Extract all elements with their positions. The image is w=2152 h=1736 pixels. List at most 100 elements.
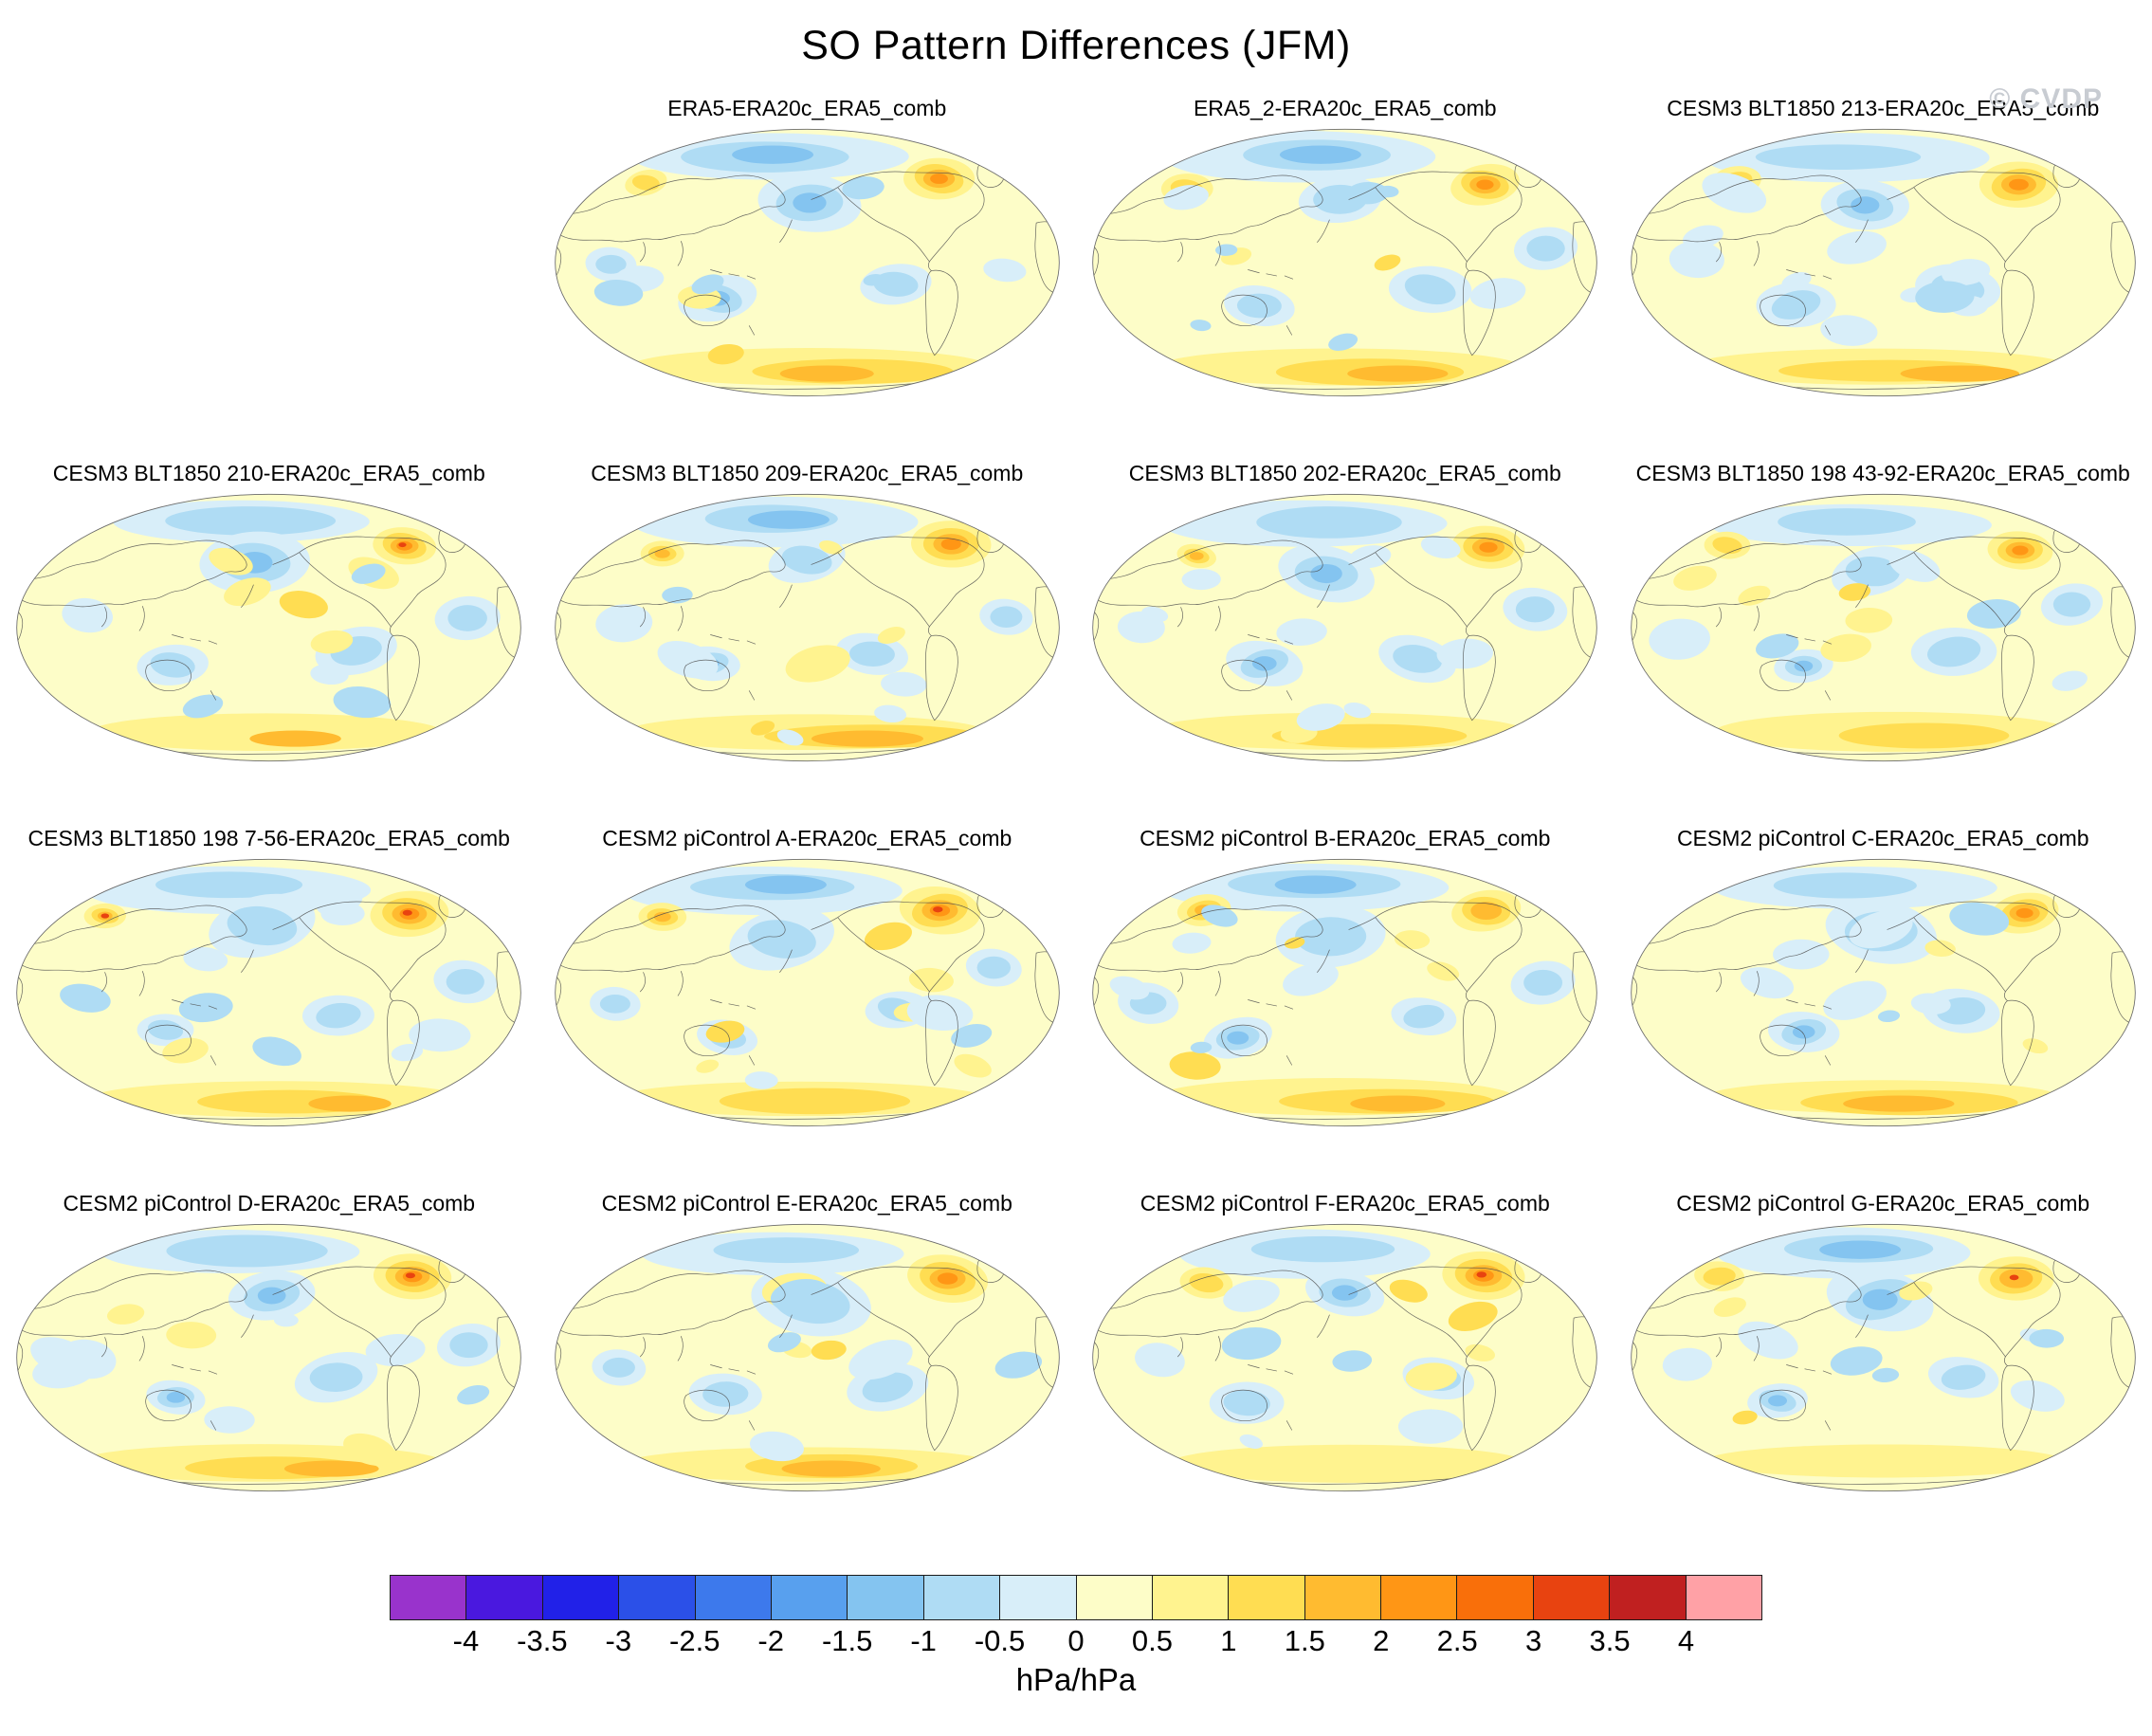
colorbar-wrap: -4 -3.5 -3 -2.5 -2 -1.5 -1 -0.5 0 0.5 1 1.5 2 2.5 3 3.5… (390, 1575, 1762, 1698)
map-svg (1631, 858, 2136, 1127)
colorbar-segment (1533, 1576, 1611, 1619)
map-svg (16, 493, 521, 762)
map-panel: CESM2 piControl G-ERA20c_ERA5_comb (1614, 1189, 2152, 1495)
map-svg (1092, 493, 1597, 762)
colorbar-segment (1000, 1576, 1077, 1619)
colorbar-segment (848, 1576, 924, 1619)
map-panel-title: CESM3 BLT1850 198 7-56-ERA20c_ERA5_comb (27, 826, 510, 850)
maps-grid: ERA5-ERA20c_ERA5_comb ERA5_2-ERA20c_ERA5_… (0, 94, 2152, 1495)
colorbar-tick-label: 1.5 (1284, 1624, 1325, 1657)
colorbar-tick-label: -3.5 (517, 1624, 568, 1657)
map-svg (1631, 1223, 2136, 1492)
colorbar-tick-label: -1 (910, 1624, 937, 1657)
colorbar-tick-label: 1 (1220, 1624, 1237, 1657)
map-panel-title: ERA5-ERA20c_ERA5_comb (667, 96, 947, 120)
colorbar (390, 1575, 1762, 1620)
map-panel-title: CESM2 piControl B-ERA20c_ERA5_comb (1140, 826, 1551, 850)
map-panel: CESM2 piControl A-ERA20c_ERA5_comb (538, 824, 1076, 1130)
map-svg (555, 493, 1060, 762)
map-panel-title: CESM2 piControl C-ERA20c_ERA5_comb (1676, 826, 2089, 850)
colorbar-tick-label: -2.5 (669, 1624, 720, 1657)
colorbar-tick-label: -4 (452, 1624, 480, 1657)
colorbar-segment (1686, 1576, 1762, 1619)
colorbar-segment (695, 1576, 772, 1619)
map-panel-title: CESM2 piControl E-ERA20c_ERA5_comb (601, 1191, 1012, 1215)
map-panel: CESM2 piControl F-ERA20c_ERA5_comb (1076, 1189, 1614, 1495)
colorbar-tick-label: -3 (605, 1624, 632, 1657)
map-panel: ERA5_2-ERA20c_ERA5_comb (1076, 94, 1614, 400)
colorbar-segment (923, 1576, 1001, 1619)
colorbar-segment (1076, 1576, 1153, 1619)
map-boundary (16, 493, 521, 762)
colorbar-labels: -4 -3.5 -3 -2.5 -2 -1.5 -1 -0.5 0 0.5 1 1.5 2 2.5 3 3.5… (390, 1622, 1762, 1660)
map-panel: CESM2 piControl C-ERA20c_ERA5_comb (1614, 824, 2152, 1130)
colorbar-tick-label: -0.5 (974, 1624, 1026, 1657)
colorbar-tick-label: -2 (757, 1624, 785, 1657)
colorbar-tick-label: -1.5 (821, 1624, 873, 1657)
colorbar-segment (1304, 1576, 1382, 1619)
map-panel: CESM2 piControl D-ERA20c_ERA5_comb (0, 1189, 538, 1495)
map-svg (555, 858, 1060, 1127)
map-panel-title: CESM2 piControl D-ERA20c_ERA5_comb (63, 1191, 476, 1215)
map-panel: CESM3 BLT1850 198 7-56-ERA20c_ERA5_comb (0, 824, 538, 1130)
cvdp-watermark: © CVDP (1989, 83, 2103, 115)
colorbar-segment (1381, 1576, 1458, 1619)
map-boundary (1092, 128, 1597, 397)
map-boundary (1092, 493, 1597, 762)
colorbar-tick-label: 2.5 (1436, 1624, 1478, 1657)
map-panel-title: ERA5_2-ERA20c_ERA5_comb (1193, 96, 1497, 120)
map-panel-title: CESM3 BLT1850 210-ERA20c_ERA5_comb (52, 461, 485, 485)
map-svg (555, 128, 1060, 397)
colorbar-segment (1457, 1576, 1534, 1619)
colorbar-segment (771, 1576, 848, 1619)
map-boundary (16, 1223, 521, 1492)
map-panel: CESM3 BLT1850 209-ERA20c_ERA5_comb (538, 459, 1076, 765)
figure-title: SO Pattern Differences (JFM) (801, 23, 1351, 68)
map-panel: CESM3 BLT1850 198 43-92-ERA20c_ERA5_comb (1614, 459, 2152, 765)
map-panel-title: CESM3 BLT1850 213-ERA20c_ERA5_comb (1667, 96, 2100, 120)
map-panel: CESM3 BLT1850 210-ERA20c_ERA5_comb (0, 459, 538, 765)
colorbar-segment (391, 1576, 467, 1619)
coastlines-outline (16, 527, 521, 755)
colorbar-segment (1610, 1576, 1687, 1619)
map-boundary (1092, 858, 1597, 1127)
map-svg (1092, 1223, 1597, 1492)
map-svg (1631, 493, 2136, 762)
colorbar-segment (619, 1576, 696, 1619)
map-boundary (1631, 128, 2136, 397)
map-panel: ERA5-ERA20c_ERA5_comb (538, 94, 1076, 400)
map-svg (1631, 128, 2136, 397)
colorbar-tick-label: 3 (1525, 1624, 1542, 1657)
map-boundary (555, 858, 1060, 1127)
map-panel-title: CESM3 BLT1850 202-ERA20c_ERA5_comb (1128, 461, 1561, 485)
map-boundary (1631, 858, 2136, 1127)
colorbar-units: hPa/hPa (1015, 1662, 1137, 1697)
map-panel: CESM3 BLT1850 202-ERA20c_ERA5_comb (1076, 459, 1614, 765)
map-boundary (1631, 493, 2136, 762)
map-boundary (555, 1223, 1060, 1492)
colorbar-tick-label: 3.5 (1589, 1624, 1631, 1657)
map-panel-title: CESM2 piControl A-ERA20c_ERA5_comb (602, 826, 1012, 850)
map-svg (16, 1223, 521, 1492)
colorbar-segment (542, 1576, 620, 1619)
map-boundary (1092, 1223, 1597, 1492)
map-panel-title: CESM3 BLT1850 209-ERA20c_ERA5_comb (591, 461, 1024, 485)
colorbar-tick-label: 0 (1067, 1624, 1085, 1657)
map-panel: CESM2 piControl B-ERA20c_ERA5_comb (1076, 824, 1614, 1130)
map-panel: CESM2 piControl E-ERA20c_ERA5_comb (538, 1189, 1076, 1495)
map-boundary (16, 858, 521, 1127)
map-svg (1092, 858, 1597, 1127)
map-panel-title: CESM2 piControl G-ERA20c_ERA5_comb (1676, 1191, 2090, 1215)
colorbar-segment (1229, 1576, 1305, 1619)
map-panel-title: CESM3 BLT1850 198 43-92-ERA20c_ERA5_comb (1635, 461, 2130, 485)
map-panel-title: CESM2 piControl F-ERA20c_ERA5_comb (1140, 1191, 1550, 1215)
map-boundary (555, 493, 1060, 762)
colorbar-segment (1152, 1576, 1230, 1619)
colorbar-tick-label: 4 (1677, 1624, 1695, 1657)
map-svg (555, 1223, 1060, 1492)
colorbar-tick-label: 2 (1373, 1624, 1390, 1657)
colorbar-segment (466, 1576, 543, 1619)
map-svg (16, 858, 521, 1127)
map-boundary (555, 128, 1060, 397)
